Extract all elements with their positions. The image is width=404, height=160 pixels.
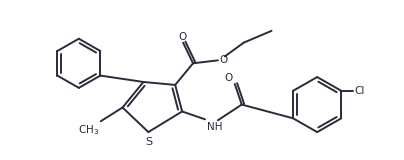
Text: Cl: Cl (354, 86, 364, 96)
Text: S: S (145, 137, 152, 147)
Text: CH$_3$: CH$_3$ (78, 123, 99, 137)
Text: O: O (178, 32, 186, 42)
Text: O: O (225, 73, 233, 83)
Text: NH: NH (207, 122, 223, 132)
Text: O: O (219, 55, 227, 65)
